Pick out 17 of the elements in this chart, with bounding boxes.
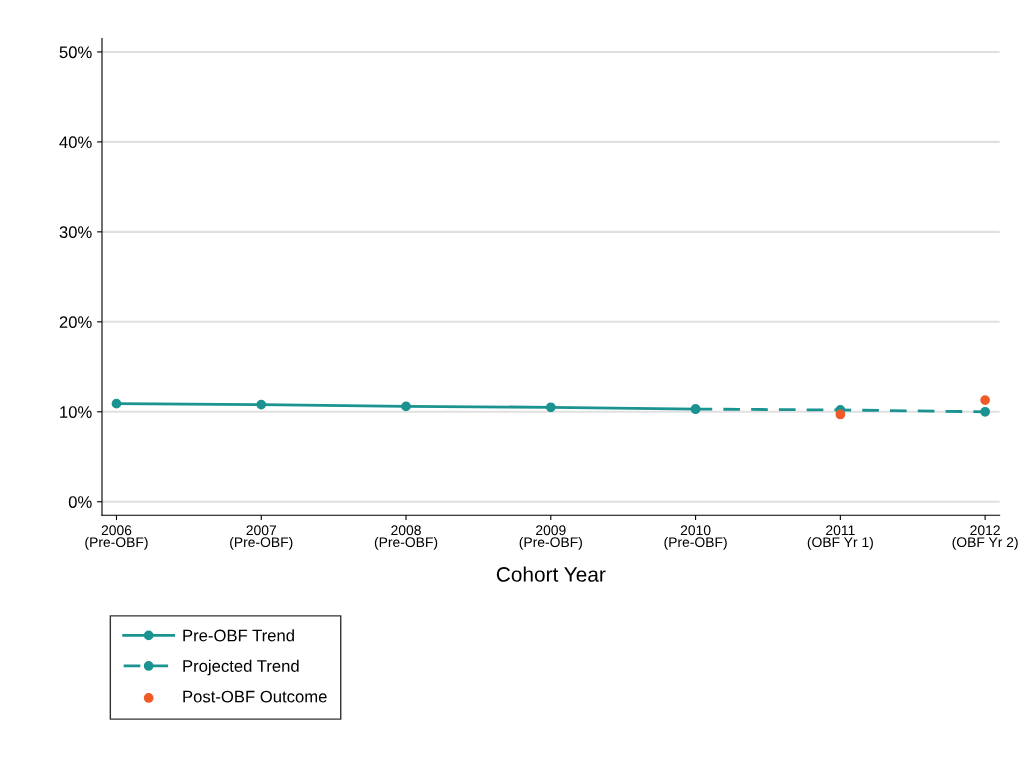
legend-label: Pre-OBF Trend [183,629,294,642]
x-tick-label: 2009 (Pre-OBF) [519,525,582,550]
y-tick-label: 20% [59,316,92,329]
x-tick-label: 2006 (Pre-OBF) [85,525,148,550]
x-axis-title: Cohort Year [496,566,606,582]
legend-label: Post-OBF Outcome [183,690,327,703]
x-tick-label: 2007 (Pre-OBF) [230,525,293,550]
x-tick-label: 2011 (OBF Yr 1) [807,525,873,550]
x-tick-label: 2012 (OBF Yr 2) [952,525,1018,550]
legend-label: Projected Trend [183,659,299,676]
x-tick-label: 2010 (Pre-OBF) [664,525,727,550]
y-tick-label: 30% [59,226,92,239]
y-tick-label: 50% [59,46,92,59]
x-tick-label: 2008 (Pre-OBF) [374,525,438,550]
y-tick-label: 0% [68,496,92,508]
y-tick-label: 40% [59,136,92,149]
y-tick-label: 10% [60,406,92,418]
